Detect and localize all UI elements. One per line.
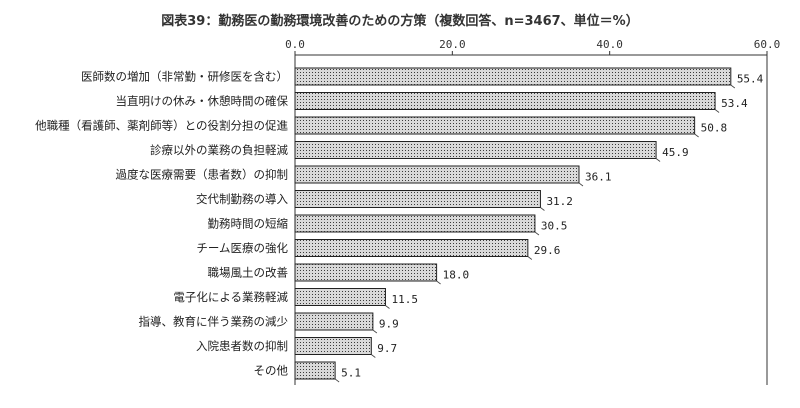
value-label: 31.2: [546, 195, 573, 208]
value-label: 36.1: [585, 171, 612, 184]
category-label: 職場風土の改善: [208, 266, 289, 280]
value-leader: [694, 133, 699, 138]
value-leader: [436, 280, 441, 285]
value-label: 55.4: [737, 73, 764, 86]
value-leader: [714, 109, 720, 113]
value-leader: [534, 231, 540, 236]
bar: [294, 337, 372, 355]
bar: [294, 141, 657, 159]
bar-layer: 医師数の増加（非常勤・研修医を含む） 55.4 当直明けの休み・休憩時間の確保 53.…: [35, 67, 764, 383]
bar: [294, 361, 336, 380]
category-label: 当直明けの休み・休憩時間の確保: [116, 94, 289, 108]
axis-layer: 0.0 20.0 40.0 60.0: [285, 38, 780, 385]
category-label: 勤務時間の短縮: [208, 217, 289, 231]
value-leader: [540, 207, 545, 211]
value-label: 9.9: [379, 318, 399, 331]
value-leader: [655, 158, 661, 162]
value-leader: [371, 354, 376, 358]
value-leader: [385, 305, 390, 309]
category-label: その他: [254, 364, 289, 378]
value-leader: [730, 84, 736, 89]
x-tick-label: 40.0: [596, 38, 623, 51]
category-label: 交代制勤務の導入: [196, 192, 288, 206]
category-label: 過度な医療需要（患者数）の抑制: [116, 168, 289, 182]
value-label: 5.1: [341, 367, 361, 380]
bar: [294, 67, 732, 86]
value-leader: [334, 378, 340, 383]
category-label: 他職種（看護師、薬剤師等）との役割分担の促進: [35, 119, 288, 133]
x-tick-label: 20.0: [439, 38, 466, 51]
bar: [294, 239, 529, 257]
bar: [294, 165, 580, 184]
value-label: 53.4: [721, 97, 748, 110]
value-label: 29.6: [534, 244, 561, 257]
bar: [294, 214, 536, 233]
value-label: 30.5: [541, 220, 568, 233]
bar: [294, 288, 386, 306]
bar: [294, 263, 438, 282]
value-label: 50.8: [701, 122, 728, 135]
category-label: 指導、教育に伴う業務の減少: [139, 315, 289, 329]
category-label: チーム医療の強化: [196, 241, 288, 255]
bar: [294, 312, 374, 331]
bar: [294, 190, 541, 208]
category-label: 医師数の増加（非常勤・研修医を含む）: [81, 70, 288, 84]
value-leader: [578, 182, 584, 187]
bar: [294, 92, 716, 110]
category-label: 入院患者数の抑制: [196, 339, 288, 353]
value-label: 11.5: [391, 293, 418, 306]
value-label: 45.9: [662, 146, 689, 159]
x-tick-label: 60.0: [754, 38, 781, 51]
bar: [294, 116, 696, 135]
x-tick-label: 0.0: [285, 38, 305, 51]
value-label: 9.7: [377, 342, 397, 355]
value-label: 18.0: [443, 269, 470, 282]
category-label: 電子化による業務軽減: [173, 290, 288, 304]
value-leader: [372, 329, 378, 334]
chart-title: 図表39：勤務医の勤務環境改善のための方策（複数回答、n=3467、単位＝%）: [161, 14, 639, 29]
value-leader: [527, 256, 533, 260]
category-label: 診療以外の業務の負担軽減: [150, 143, 288, 157]
